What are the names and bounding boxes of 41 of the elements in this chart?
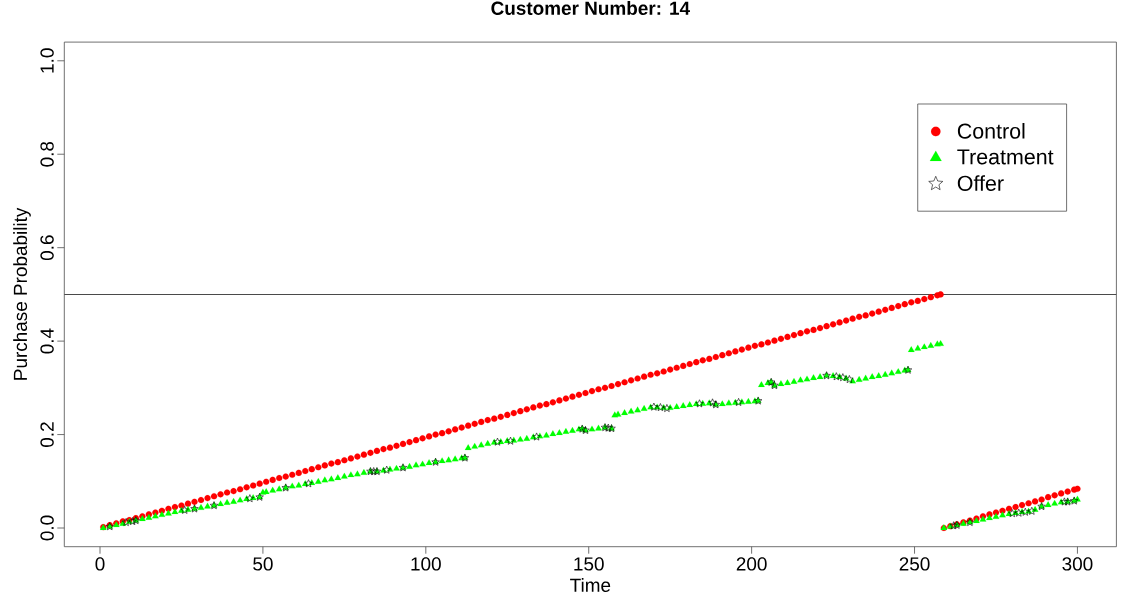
- chart-title: Customer Number: 14: [491, 1, 690, 15]
- point: [695, 399, 704, 408]
- point: [838, 373, 847, 382]
- point: [506, 436, 515, 445]
- point: [1014, 508, 1023, 517]
- point: [734, 398, 743, 406]
- x-tick-label: 0: [95, 557, 105, 571]
- point: [180, 505, 189, 514]
- y-tick-label: 0.0: [40, 515, 54, 541]
- point: [369, 467, 378, 476]
- point: [1027, 506, 1036, 515]
- y-tick-label: 0.8: [40, 141, 54, 167]
- x-tick-label: 250: [899, 557, 930, 571]
- point: [493, 437, 502, 446]
- point: [649, 402, 658, 411]
- point: [1008, 509, 1017, 518]
- point: [662, 404, 672, 412]
- x-axis-title: Time: [570, 578, 611, 592]
- point: [604, 423, 613, 432]
- legend-label: Control: [957, 122, 1025, 139]
- x-tick-label: 150: [574, 557, 604, 571]
- x-tick-label: 50: [253, 557, 273, 571]
- point: [382, 465, 391, 474]
- point: [532, 432, 541, 441]
- point: [1021, 507, 1030, 516]
- x-tick-label: 100: [411, 557, 441, 571]
- point: [708, 398, 717, 407]
- legend-label: Offer: [957, 175, 1004, 191]
- y-tick-label: 0.6: [40, 235, 54, 261]
- point: [245, 494, 254, 503]
- y-tick-label: 0.4: [40, 328, 54, 354]
- y-tick-label: 1.0: [40, 48, 54, 73]
- y-tick-label: 0.2: [40, 422, 54, 447]
- x-tick-label: 300: [1062, 557, 1093, 571]
- point: [832, 372, 841, 381]
- legend-label: Treatment: [957, 149, 1054, 165]
- point: [845, 375, 854, 383]
- point: [656, 403, 665, 411]
- y-axis-title: Purchase Probability: [13, 207, 31, 380]
- x-tick-label: 200: [736, 557, 767, 571]
- point: [304, 479, 313, 488]
